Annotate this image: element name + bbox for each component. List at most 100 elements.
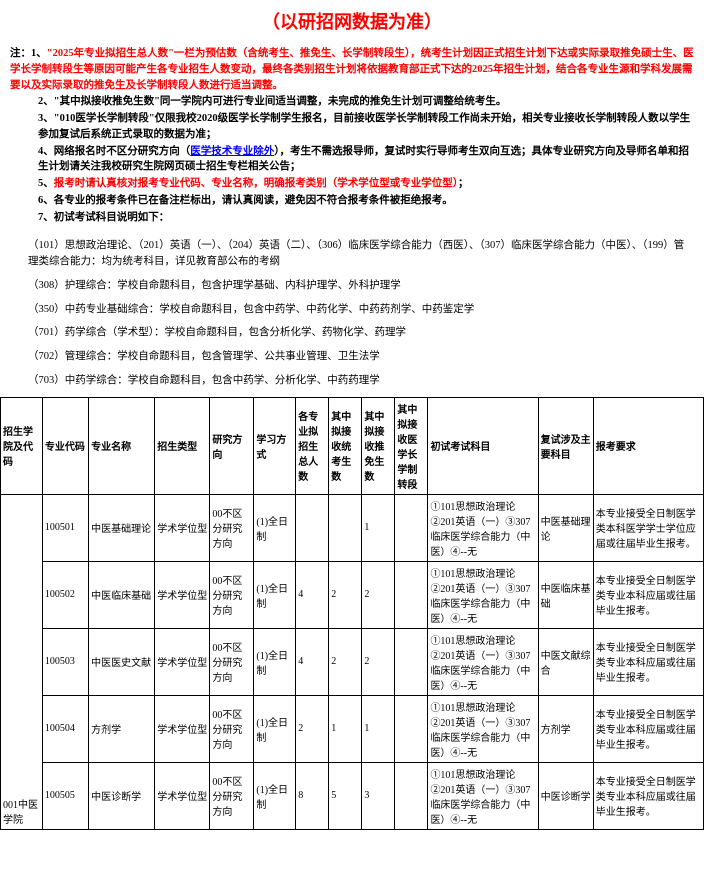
- table-row: 100503中医医史文献学术学位型00不区分研究方向(1)全日制422①101思…: [1, 628, 704, 695]
- note-5-red: 报考时请认真核对报考专业代码、专业名称，明确报考类别（学术学位型或专业学位型）: [54, 178, 458, 189]
- note-6-text: 各专业的报考条件已在备注栏标出，请认真阅读，避免因不符合报考条件被拒绝报考。: [54, 195, 453, 206]
- th-mode: 学习方式: [254, 397, 296, 494]
- th-direction: 研究方向: [210, 397, 254, 494]
- cell-type: 学术学位型: [155, 762, 210, 829]
- exam-desc-3: （701）药学综合（学术型）：学校自命题科目，包含分析化学、药物化学、药理学: [28, 325, 694, 341]
- table-body: 001中医学院100501中医基础理论学术学位型00不区分研究方向(1)全日制1…: [1, 494, 704, 829]
- th-code: 专业代码: [42, 397, 88, 494]
- note-2-prefix: 2、: [38, 96, 54, 107]
- note-4-link[interactable]: 医学技术专业除外: [190, 146, 274, 157]
- cell-mode: (1)全日制: [254, 762, 296, 829]
- cell-total: 4: [296, 628, 329, 695]
- cell-code: 100504: [42, 695, 88, 762]
- notes-block: 注：1、"2025年专业拟招生总人数"一栏为预估数（含统考生、推免生、长学制转段…: [0, 42, 704, 230]
- th-institute: 招生学院及代码: [1, 397, 43, 494]
- cell-review: 中医基础理论: [538, 494, 593, 561]
- cell-exam: ①101思想政治理论②201英语（一）③307临床医学综合能力（中医）④--无: [428, 494, 538, 561]
- cell-cd: [395, 695, 428, 762]
- cell-exam: ①101思想政治理论②201英语（一）③307临床医学综合能力（中医）④--无: [428, 762, 538, 829]
- cell-tm: 2: [362, 628, 395, 695]
- cell-exam: ①101思想政治理论②201英语（一）③307临床医学综合能力（中医）④--无: [428, 561, 538, 628]
- exam-desc-0: （101）思想政治理论、（201）英语（一）、（204）英语（二）、（306）临…: [28, 238, 694, 270]
- cell-tk: 5: [329, 762, 362, 829]
- note-2: 2、"其中拟接收推免生数"同一学院内可进行专业间适当调整，未完成的推免生计划可调…: [38, 94, 694, 110]
- table-row: 100502中医临床基础学术学位型00不区分研究方向(1)全日制422①101思…: [1, 561, 704, 628]
- note-5-suffix: ；: [458, 178, 469, 189]
- cell-req: 本专业接受全日制医学类专业本科应届或往届毕业生报考。: [593, 695, 703, 762]
- note-4: 4、网络报名时不区分研究方向（医学技术专业除外），考生不需选报导师，复试时实行导…: [38, 144, 694, 176]
- cell-total: 4: [296, 561, 329, 628]
- note-3-text: "010医学长学制转段"仅限我校2020级医学长学制学生报名，目前接收医学长学制…: [38, 113, 690, 140]
- note-5-prefix: 5、: [38, 178, 54, 189]
- note-2-text: "其中拟接收推免生数"同一学院内可进行专业间适当调整，未完成的推免生计划可调整给…: [54, 96, 507, 107]
- cell-req: 本专业接受全日制医学类专业本科应届或往届毕业生报考。: [593, 762, 703, 829]
- th-changduan: 其中拟接收医学长学制转段: [395, 397, 428, 494]
- note-7-text: 初试考试科目说明如下：: [54, 212, 170, 223]
- cell-cd: [395, 494, 428, 561]
- admissions-table: 招生学院及代码 专业代码 专业名称 招生类型 研究方向 学习方式 各专业拟招生总…: [0, 397, 704, 830]
- cell-req: 本专业接受全日制医学类专业本科应届或往届毕业生报考。: [593, 561, 703, 628]
- note-5: 5、报考时请认真核对报考专业代码、专业名称，明确报考类别（学术学位型或专业学位型…: [38, 176, 694, 192]
- cell-cd: [395, 561, 428, 628]
- page-title: （以研招网数据为准）: [0, 0, 704, 42]
- cell-mode: (1)全日制: [254, 695, 296, 762]
- cell-tm: 2: [362, 561, 395, 628]
- cell-review: 中医文献综合: [538, 628, 593, 695]
- cell-name: 方剂学: [89, 695, 155, 762]
- cell-exam: ①101思想政治理论②201英语（一）③307临床医学综合能力（中医）④--无: [428, 628, 538, 695]
- cell-name: 中医基础理论: [89, 494, 155, 561]
- th-total: 各专业拟招生总人数: [296, 397, 329, 494]
- exam-desc-1: （308）护理综合：学校自命题科目，包含护理学基础、内科护理学、外科护理学: [28, 278, 694, 294]
- th-review: 复试涉及主要科目: [538, 397, 593, 494]
- cell-code: 100502: [42, 561, 88, 628]
- cell-tm: 1: [362, 494, 395, 561]
- cell-code: 100503: [42, 628, 88, 695]
- cell-type: 学术学位型: [155, 695, 210, 762]
- cell-tm: 1: [362, 695, 395, 762]
- cell-exam: ①101思想政治理论②201英语（一）③307临床医学综合能力（中医）④--无: [428, 695, 538, 762]
- cell-cd: [395, 762, 428, 829]
- note-3-prefix: 3、: [38, 113, 54, 124]
- th-requirement: 报考要求: [593, 397, 703, 494]
- cell-institute: 001中医学院: [1, 494, 43, 829]
- exam-desc-4: （702）管理综合：学校自命题科目，包含管理学、公共事业管理、卫生法学: [28, 349, 694, 365]
- cell-name: 中医医史文献: [89, 628, 155, 695]
- cell-review: 中医诊断学: [538, 762, 593, 829]
- table-row: 100504方剂学学术学位型00不区分研究方向(1)全日制211①101思想政治…: [1, 695, 704, 762]
- cell-code: 100501: [42, 494, 88, 561]
- note-6-prefix: 6、: [38, 195, 54, 206]
- cell-code: 100505: [42, 762, 88, 829]
- th-type: 招生类型: [155, 397, 210, 494]
- cell-dir: 00不区分研究方向: [210, 561, 254, 628]
- cell-name: 中医临床基础: [89, 561, 155, 628]
- cell-dir: 00不区分研究方向: [210, 628, 254, 695]
- cell-review: 方剂学: [538, 695, 593, 762]
- th-exam: 初试考试科目: [428, 397, 538, 494]
- note-prefix: 注：1、: [10, 48, 47, 59]
- note-1-text: "2025年专业拟招生总人数"一栏为预估数（含统考生、推免生、长学制转段生），统…: [10, 48, 694, 91]
- table-row: 001中医学院100501中医基础理论学术学位型00不区分研究方向(1)全日制1…: [1, 494, 704, 561]
- cell-mode: (1)全日制: [254, 561, 296, 628]
- cell-review: 中医临床基础: [538, 561, 593, 628]
- exam-desc-2: （350）中药专业基础综合：学校自命题科目，包含中药学、中药化学、中药药剂学、中…: [28, 302, 694, 318]
- cell-type: 学术学位型: [155, 561, 210, 628]
- cell-dir: 00不区分研究方向: [210, 494, 254, 561]
- note-3: 3、"010医学长学制转段"仅限我校2020级医学长学制学生报名，目前接收医学长…: [38, 111, 694, 143]
- th-name: 专业名称: [89, 397, 155, 494]
- cell-cd: [395, 628, 428, 695]
- cell-tk: 2: [329, 628, 362, 695]
- cell-type: 学术学位型: [155, 494, 210, 561]
- cell-total: 8: [296, 762, 329, 829]
- cell-tm: 3: [362, 762, 395, 829]
- table-header-row: 招生学院及代码 专业代码 专业名称 招生类型 研究方向 学习方式 各专业拟招生总…: [1, 397, 704, 494]
- th-tuimian: 其中拟接收推免生数: [362, 397, 395, 494]
- cell-req: 本专业接受全日制医学类本科医学学士学位应届或往届毕业生报考。: [593, 494, 703, 561]
- cell-req: 本专业接受全日制医学类专业本科应届或往届毕业生报考。: [593, 628, 703, 695]
- cell-tk: 1: [329, 695, 362, 762]
- exam-desc-5: （703）中药学综合：学校自命题科目，包含中药学、分析化学、中药药理学: [28, 373, 694, 389]
- cell-dir: 00不区分研究方向: [210, 762, 254, 829]
- cell-total: 2: [296, 695, 329, 762]
- cell-type: 学术学位型: [155, 628, 210, 695]
- cell-total: [296, 494, 329, 561]
- note-7-prefix: 7、: [38, 212, 54, 223]
